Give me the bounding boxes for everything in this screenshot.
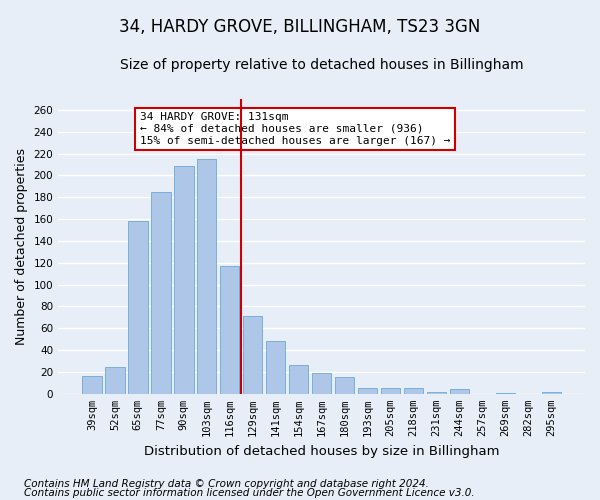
Bar [427, 392, 446, 394]
Bar [266, 342, 286, 394]
Bar [335, 378, 355, 394]
Bar [128, 222, 148, 394]
Bar [105, 366, 125, 394]
Text: Contains public sector information licensed under the Open Government Licence v3: Contains public sector information licen… [24, 488, 475, 498]
Bar [404, 388, 423, 394]
Text: 34, HARDY GROVE, BILLINGHAM, TS23 3GN: 34, HARDY GROVE, BILLINGHAM, TS23 3GN [119, 18, 481, 36]
Bar [358, 388, 377, 394]
X-axis label: Distribution of detached houses by size in Billingham: Distribution of detached houses by size … [144, 444, 499, 458]
Bar [449, 390, 469, 394]
Bar [243, 316, 262, 394]
Bar [197, 159, 217, 394]
Bar [381, 388, 400, 394]
Bar [174, 166, 194, 394]
Y-axis label: Number of detached properties: Number of detached properties [15, 148, 28, 345]
Bar [220, 266, 239, 394]
Text: 34 HARDY GROVE: 131sqm
← 84% of detached houses are smaller (936)
15% of semi-de: 34 HARDY GROVE: 131sqm ← 84% of detached… [140, 112, 451, 146]
Bar [542, 392, 561, 394]
Bar [312, 373, 331, 394]
Title: Size of property relative to detached houses in Billingham: Size of property relative to detached ho… [120, 58, 523, 71]
Bar [289, 366, 308, 394]
Text: Contains HM Land Registry data © Crown copyright and database right 2024.: Contains HM Land Registry data © Crown c… [24, 479, 429, 489]
Bar [496, 392, 515, 394]
Bar [151, 192, 170, 394]
Bar [82, 376, 101, 394]
